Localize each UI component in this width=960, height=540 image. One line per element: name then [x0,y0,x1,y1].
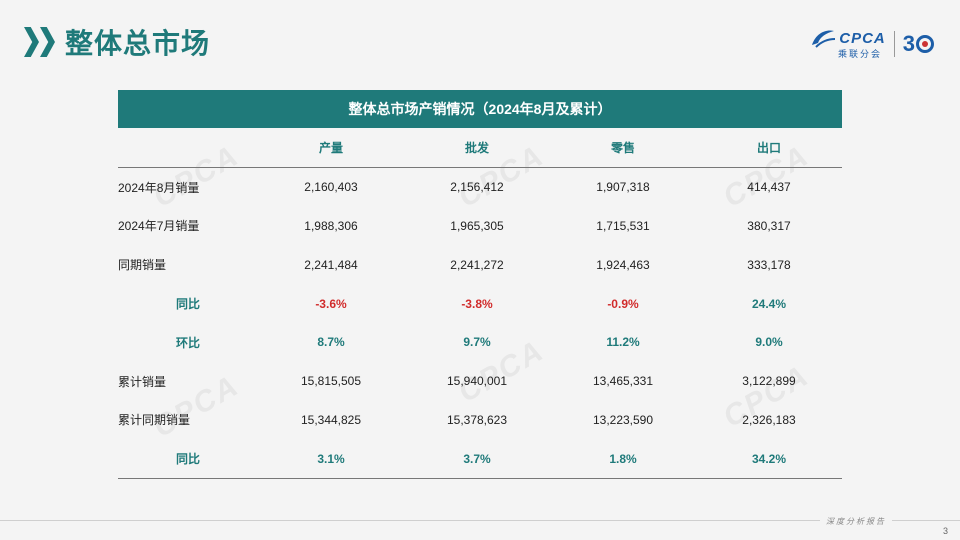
table-cell: 2,326,183 [742,412,796,427]
table-cell: 414,437 [747,180,791,195]
page-number: 3 [942,526,948,536]
table-title: 整体总市场产销情况（2024年8月及累计） [118,90,842,128]
table-cell: 15,378,623 [446,412,508,427]
double-chevron-icon [24,27,55,57]
page-title: 整体总市场 [65,28,211,59]
table-grid: 产量 批发 零售 出口 2024年8月销量 2,160,403 2,156,412 1… [118,128,842,480]
header-cell: 产量 [318,140,343,155]
ring-icon [916,34,934,53]
row-label: 累计同期销量 [118,413,191,428]
table-cell: 1,715,531 [596,218,650,233]
logo-divider [893,30,895,57]
table-cell: 2,241,272 [450,257,504,272]
table-cell: -3.6% [315,296,347,311]
page-header: 整体总市场 [24,22,210,62]
table-row: 2024年8月销量 2,160,403 2,156,412 1,907,318 414,… [118,168,842,207]
cpca-brand: CPCA [839,29,886,47]
table-cell: 15,815,505 [300,374,362,389]
table-cell: 2,156,412 [450,180,504,195]
row-label: 2024年7月销量 [118,219,200,234]
table-cell: 9.0% [755,335,783,350]
header-cell: 批发 [464,140,489,155]
table-cell: 13,465,331 [592,374,654,389]
table-cell: 13,223,590 [592,412,654,427]
row-label: 2024年8月销量 [118,180,200,195]
table-row: 同比 -3.6% -3.8% -0.9% 24.4% [118,284,842,323]
table-cell: 15,344,825 [300,412,362,427]
sales-table: 整体总市场产销情况（2024年8月及累计） 产量 批发 零售 出口 2024年8… [118,90,842,480]
table-cell: 1,924,463 [596,257,650,272]
anniversary-digit: 3 [902,30,915,56]
table-cell: 2,241,484 [304,257,358,272]
table-cell: 1.8% [609,451,637,466]
table-cell: 380,317 [747,218,791,233]
swirl-icon [812,30,836,48]
footer-text: 深度分析报告 [820,516,892,527]
table-cell: -0.9% [607,296,639,311]
table-cell: 9.7% [463,335,491,350]
table-cell: 1,965,305 [450,218,504,233]
table-row: 同比 3.1% 3.7% 1.8% 34.2% [118,439,842,478]
table-cell: 3.1% [317,451,345,466]
header-cell: 出口 [756,140,781,155]
table-row: 累计同期销量 15,344,825 15,378,623 13,223,590 2,32… [118,401,842,440]
table-cell: 1,907,318 [596,180,650,195]
table-row: 环比 8.7% 9.7% 11.2% 9.0% [118,323,842,362]
table-cell: 15,940,001 [446,374,508,389]
row-label: 环比 [175,335,200,350]
row-label: 同比 [175,452,200,467]
anniversary-logo: 3 [903,31,934,57]
cpca-subtitle: 乘联分会 [837,49,882,59]
table-cell: 34.2% [751,451,787,466]
table-cell: -3.8% [461,296,493,311]
footer-divider [0,520,960,521]
table-row: 2024年7月销量 1,988,306 1,965,305 1,715,531 380,… [118,207,842,246]
row-label: 同期销量 [118,258,167,273]
table-cell: 3,122,899 [742,374,796,389]
header-cell: 零售 [610,140,635,155]
row-label: 累计销量 [118,374,167,389]
table-cell: 3.7% [463,451,491,466]
table-cell: 11.2% [606,335,640,350]
table-cell: 24.4% [751,296,787,311]
row-label: 同比 [175,297,200,312]
table-cell: 2,160,403 [304,180,358,195]
table-cell: 8.7% [317,335,345,350]
table-cell: 1,988,306 [304,218,358,233]
table-cell: 333,178 [747,257,791,272]
cpca-logo: CPCA 乘联分会 [810,27,886,60]
table-header-row: 产量 批发 零售 出口 [118,128,842,168]
logo: CPCA 乘联分会 3 [810,27,934,60]
table-row: 累计销量 15,815,505 15,940,001 13,465,331 3,122,… [118,362,842,401]
table-row: 同期销量 2,241,484 2,241,272 1,924,463 333,178 [118,245,842,284]
